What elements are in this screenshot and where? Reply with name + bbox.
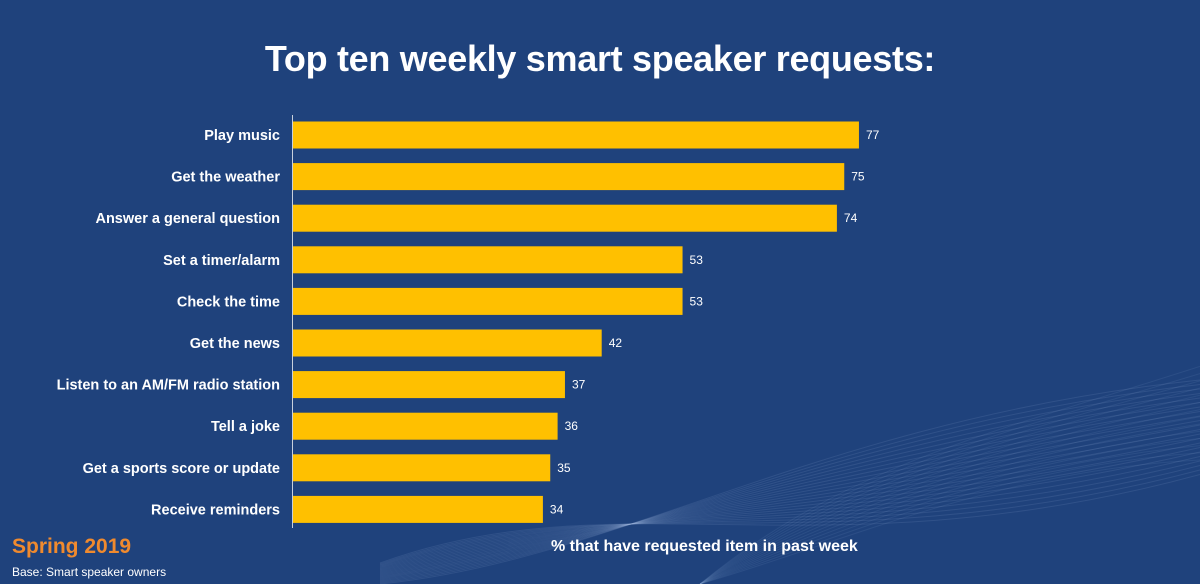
bar (293, 371, 565, 399)
season-label: Spring 2019 (12, 535, 132, 558)
bar (293, 246, 683, 274)
bar (293, 454, 551, 482)
bar (293, 121, 859, 149)
data-label: 35 (557, 461, 571, 475)
data-label: 37 (572, 378, 586, 392)
x-axis-label: % that have requested item in past week (551, 538, 858, 555)
data-label: 77 (866, 128, 880, 142)
data-label: 34 (550, 502, 564, 516)
bar (293, 329, 602, 357)
base-note: Base: Smart speaker owners (12, 565, 167, 579)
bar (293, 163, 845, 191)
category-label: Receive reminders (151, 502, 280, 518)
bar (293, 412, 558, 440)
category-label: Get the weather (171, 170, 280, 186)
bar (293, 495, 543, 523)
chart-title: Top ten weekly smart speaker requests: (264, 38, 936, 79)
category-label: Play music (204, 128, 280, 144)
data-label: 53 (690, 253, 704, 267)
data-label: 74 (844, 211, 858, 225)
bar (293, 204, 837, 232)
category-label: Set a timer/alarm (163, 253, 280, 269)
category-label: Get the news (190, 336, 280, 352)
category-label: Answer a general question (95, 211, 280, 227)
category-label: Get a sports score or update (83, 461, 280, 477)
category-label: Check the time (177, 294, 280, 310)
data-label: 42 (609, 336, 623, 350)
data-label: 53 (690, 294, 704, 308)
bar (293, 287, 683, 315)
data-label: 36 (565, 419, 579, 433)
category-label: Tell a joke (211, 419, 280, 435)
bars-group: Play music 77 Get the weather 75 Answer a ge… (57, 121, 880, 523)
data-label: 75 (851, 170, 865, 184)
category-label: Listen to an AM/FM radio station (57, 378, 280, 394)
